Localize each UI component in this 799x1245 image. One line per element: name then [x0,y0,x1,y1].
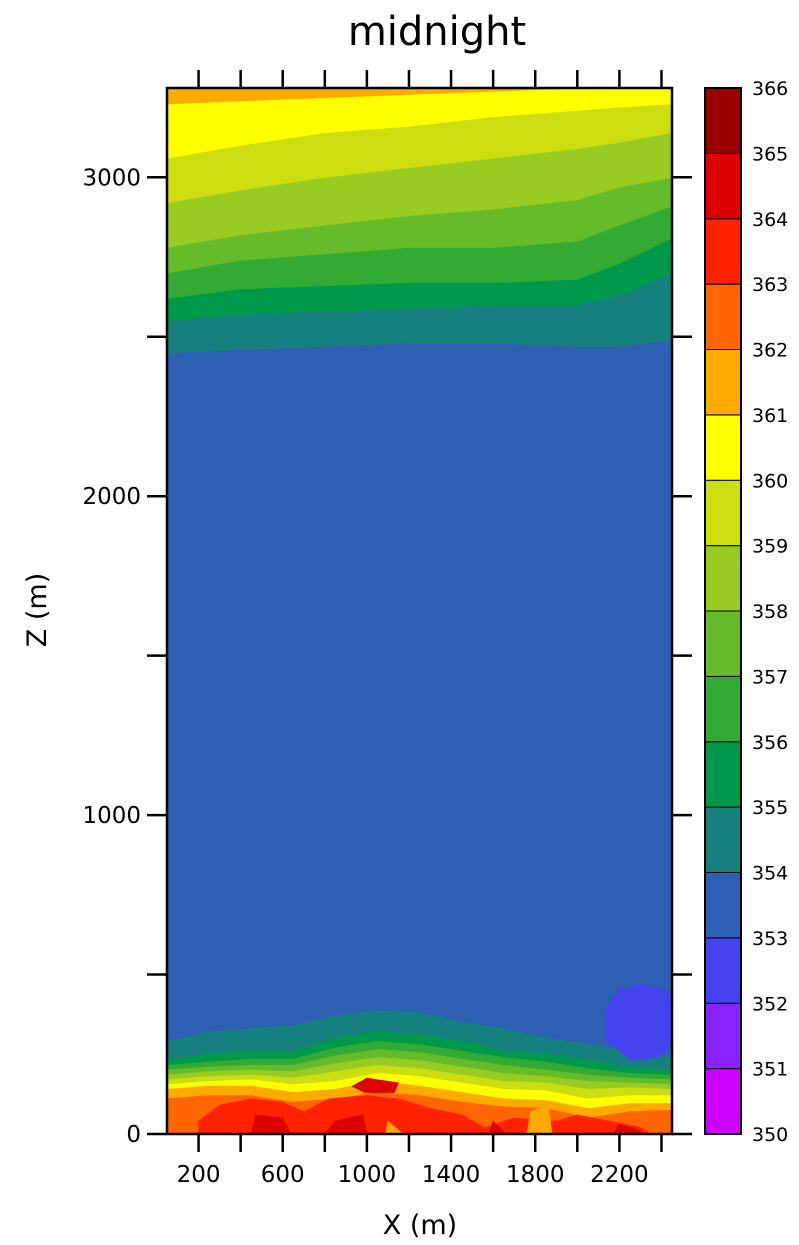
colorbar-swatch-15 [704,87,742,154]
colorbar-swatch-7 [704,610,742,677]
colorbar: 350 351 352 353 354 355 356 357 358 359 360 361 362 3… [704,78,788,1146]
colorbar-label-16: 366 [752,78,788,100]
colorbar-swatch-6 [704,675,742,743]
contour-band-0 [167,88,672,1134]
x-tick-label-5: 2200 [590,1162,649,1188]
colorbar-label-8: 358 [752,601,788,623]
colorbar-label-13: 363 [752,274,788,296]
colorbar-swatch-4 [704,806,742,873]
y-tick-label-3: 3000 [82,165,141,191]
x-tick-label-1: 600 [261,1162,305,1188]
colorbar-label-12: 362 [752,340,788,362]
plot-frame [165,86,674,1136]
x-tick-label-4: 1800 [506,1162,565,1188]
colorbar-swatch-1 [704,1002,742,1070]
colorbar-swatch-13 [704,218,742,285]
colorbar-swatch-12 [704,283,742,350]
colorbar-label-1: 351 [752,1059,788,1081]
chart-title: midnight [348,9,526,55]
colorbar-label-5: 355 [752,797,788,819]
colorbar-label-2: 352 [752,993,788,1015]
y-tick-label-0: 0 [126,1122,141,1148]
colorbar-swatch-0 [704,1068,742,1135]
colorbar-swatch-2 [704,937,742,1004]
contour-patch-4 [488,1120,507,1134]
colorbar-swatch-11 [704,349,742,416]
colorbar-label-14: 364 [752,209,788,231]
colorbar-label-3: 353 [752,928,788,950]
colorbar-frame [704,87,742,1135]
colorbar-label-6: 356 [752,732,788,754]
contour-patch-5 [612,1123,643,1134]
colorbar-swatch-5 [704,741,742,808]
colorbar-label-15: 365 [752,143,788,165]
contour-field [167,88,672,1134]
plot-axes: 200 600 1000 1400 1800 2200 0 1000 2000 3000 [82,70,692,1188]
contour-band-8 [167,88,672,105]
colorbar-label-7: 357 [752,666,788,688]
colorbar-swatch-8 [704,545,742,612]
colorbar-label-0: 350 [752,1124,788,1146]
colorbar-swatch-9 [704,479,742,547]
colorbar-swatch-3 [704,872,742,939]
contour-patch-6 [526,1104,553,1134]
contour-patch-7 [385,1120,404,1134]
contour-patch-1 [250,1114,292,1134]
x-tick-label-3: 1400 [422,1162,481,1188]
contour-patch-2 [324,1114,368,1134]
y-tick-label-2: 2000 [82,484,141,510]
colorbar-label-4: 354 [752,863,788,885]
x-tick-label-0: 200 [177,1162,221,1188]
x-tick-label-2: 1000 [338,1162,397,1188]
contour-patch-3 [351,1077,400,1093]
colorbar-label-10: 360 [752,470,788,492]
colorbar-label-11: 361 [752,405,788,427]
x-axis-label: X (m) [383,1210,457,1241]
colorbar-swatch-10 [704,414,742,481]
contour-patch-8 [604,983,672,1062]
colorbar-swatch-14 [704,152,742,220]
y-axis-label: Z (m) [22,573,53,647]
colorbar-label-9: 359 [752,536,788,558]
y-tick-label-1: 1000 [82,803,141,829]
